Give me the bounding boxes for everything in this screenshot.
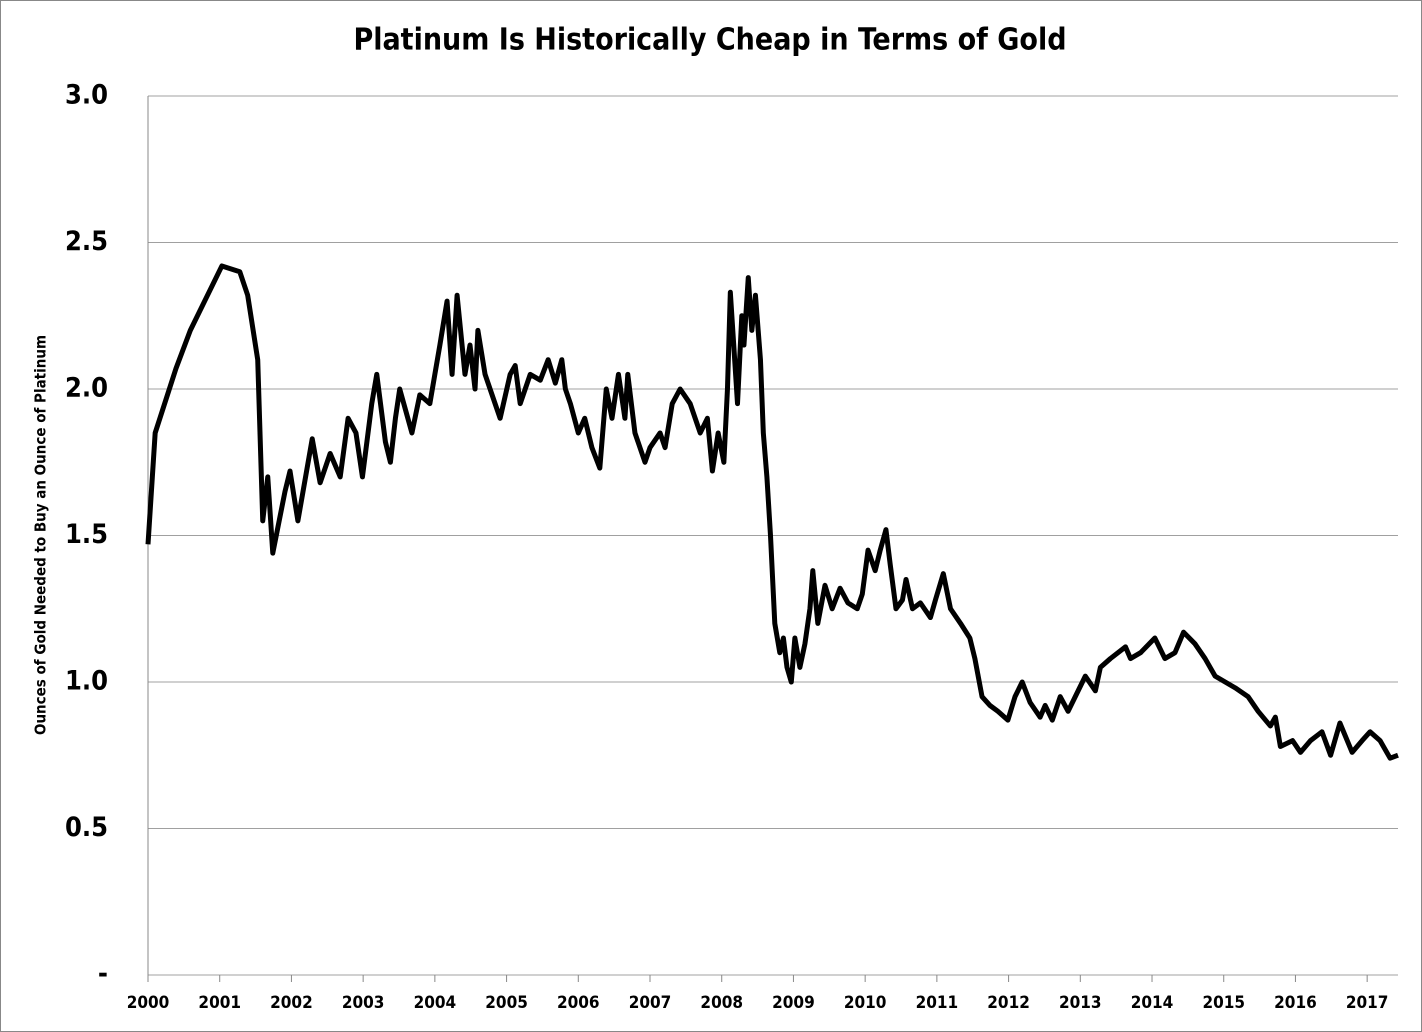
y-tick-label: 1.5 [65,519,108,550]
y-tick-label: 2.0 [65,373,108,404]
x-tick-label: 2000 [127,993,170,1013]
x-tick-label: 2011 [916,993,959,1013]
x-tick-label: 2008 [700,993,743,1013]
x-tick-label: 2015 [1202,993,1245,1013]
x-tick-label: 2009 [772,993,815,1013]
x-tick-label: 2001 [198,993,241,1013]
x-tick-label: 2013 [1059,993,1102,1013]
y-tick-label: - [98,959,108,990]
x-tick-label: 2006 [557,993,600,1013]
y-tick-label: 0.5 [65,812,108,843]
y-tick-label: 1.0 [65,666,108,697]
y-axis-label: Ounces of Gold Needed to Buy an Ounce of… [32,335,50,735]
x-tick-label: 2005 [485,993,528,1013]
data-line [145,263,1399,761]
x-tick-label: 2016 [1274,993,1317,1013]
x-tick-label: 2004 [414,993,457,1013]
x-tick-label: 2003 [342,993,385,1013]
chart-title: Platinum Is Historically Cheap in Terms … [353,23,1066,58]
y-tick-label: 2.5 [65,226,108,257]
x-tick-label: 2017 [1346,993,1389,1013]
x-tick-label: 2012 [987,993,1030,1013]
x-tick-label: 2002 [270,993,313,1013]
y-tick-label: 3.0 [65,80,108,111]
x-tick-label: 2007 [629,993,672,1013]
x-tick-label: 2014 [1131,993,1174,1013]
x-tick-label: 2010 [844,993,887,1013]
